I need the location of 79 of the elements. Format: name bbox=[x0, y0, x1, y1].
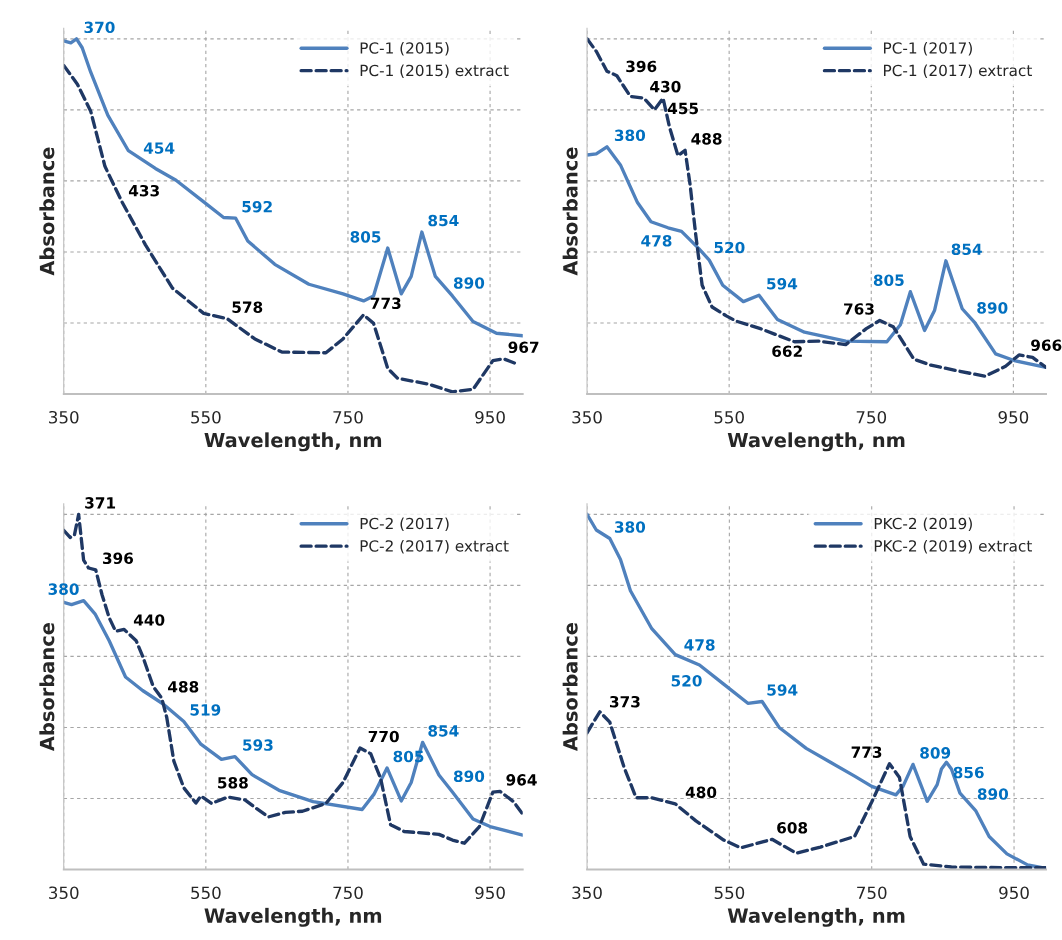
legend-label: PC-2 (2017) bbox=[360, 517, 449, 532]
annotation: 890 bbox=[977, 788, 1009, 800]
legend-label: PC-1 (2017) extract bbox=[883, 64, 1032, 78]
x-tick-label: 350 bbox=[49, 410, 79, 424]
annotation: 588 bbox=[218, 777, 248, 789]
annotation: 662 bbox=[772, 345, 802, 358]
annotation: 890 bbox=[453, 770, 485, 783]
annotation: 380 bbox=[48, 583, 79, 595]
annotation: 608 bbox=[777, 822, 808, 834]
annotation: 763 bbox=[844, 303, 874, 315]
annotation: 488 bbox=[691, 133, 722, 145]
legend-label: PC-1 (2015) bbox=[360, 41, 449, 56]
annotation: 593 bbox=[243, 739, 273, 751]
annotation: 380 bbox=[614, 129, 646, 142]
annotation: 440 bbox=[133, 614, 165, 626]
legend-label: PC-2 (2017) extract bbox=[360, 539, 509, 554]
x-tick-label: 550 bbox=[191, 886, 221, 900]
x-axis-title: Wavelength, nm bbox=[204, 432, 382, 452]
x-axis-title: Wavelength, nm bbox=[727, 907, 905, 927]
annotation: 967 bbox=[508, 341, 539, 354]
x-tick-label: 750 bbox=[333, 886, 363, 900]
annotation: 454 bbox=[143, 142, 175, 154]
x-tick-label: 350 bbox=[572, 410, 602, 424]
annotation: 964 bbox=[506, 774, 537, 786]
x-tick-label: 750 bbox=[856, 410, 887, 424]
annotation: 890 bbox=[453, 277, 485, 289]
x-tick-label: 750 bbox=[333, 410, 363, 424]
annotation: 773 bbox=[370, 297, 401, 310]
annotation: 809 bbox=[920, 747, 951, 759]
annotation: 371 bbox=[85, 497, 116, 509]
x-tick-label: 550 bbox=[714, 886, 745, 900]
annotation: 854 bbox=[428, 214, 459, 227]
y-axis-title: Absorbance bbox=[39, 147, 55, 276]
y-axis-title: Absorbance bbox=[562, 623, 578, 752]
annotation: 854 bbox=[951, 243, 982, 256]
annotation: 890 bbox=[977, 302, 1008, 314]
x-tick-label: 950 bbox=[998, 410, 1029, 424]
annotation: 430 bbox=[650, 80, 681, 93]
y-axis-title: Absorbance bbox=[562, 147, 578, 276]
annotation: 805 bbox=[873, 274, 904, 286]
annotation: 370 bbox=[84, 21, 115, 34]
x-tick-label: 950 bbox=[999, 886, 1029, 900]
x-tick-label: 550 bbox=[714, 410, 744, 424]
annotation: 478 bbox=[684, 639, 715, 651]
annotation: 478 bbox=[641, 235, 672, 247]
annotation: 966 bbox=[1031, 339, 1062, 351]
annotation: 520 bbox=[671, 675, 702, 687]
annotation: 380 bbox=[614, 521, 646, 533]
annotation: 488 bbox=[168, 681, 199, 693]
legend-label: PKC-2 (2019) bbox=[874, 517, 972, 532]
annotation: 396 bbox=[626, 60, 657, 73]
y-axis-title: Absorbance bbox=[39, 623, 55, 752]
x-tick-label: 350 bbox=[49, 886, 79, 900]
legend-label: PKC-2 (2019) extract bbox=[874, 539, 1032, 554]
x-axis-title: Wavelength, nm bbox=[727, 432, 905, 452]
annotation: 373 bbox=[609, 695, 640, 708]
annotation: 433 bbox=[128, 184, 159, 197]
x-tick-label: 950 bbox=[475, 410, 505, 424]
annotation: 520 bbox=[714, 241, 745, 254]
annotation: 519 bbox=[190, 704, 221, 716]
legend-label: PC-1 (2015) extract bbox=[360, 64, 509, 78]
annotation: 480 bbox=[685, 786, 717, 799]
legend-label: PC-1 (2017) bbox=[883, 41, 972, 56]
annotation: 594 bbox=[767, 277, 798, 290]
annotation: 773 bbox=[851, 746, 882, 758]
annotation: 805 bbox=[350, 231, 381, 243]
x-tick-label: 350 bbox=[572, 886, 602, 900]
annotation: 455 bbox=[667, 102, 699, 115]
x-tick-label: 950 bbox=[475, 886, 505, 900]
annotation: 856 bbox=[953, 766, 984, 779]
annotation: 592 bbox=[242, 200, 272, 213]
x-tick-label: 550 bbox=[191, 410, 221, 424]
x-tick-label: 750 bbox=[857, 886, 887, 900]
x-axis-title: Wavelength, nm bbox=[204, 907, 382, 927]
annotation: 396 bbox=[102, 552, 134, 565]
annotation: 770 bbox=[368, 730, 399, 743]
annotation: 578 bbox=[232, 301, 263, 313]
annotation: 854 bbox=[428, 725, 459, 737]
annotation: 594 bbox=[767, 684, 798, 696]
